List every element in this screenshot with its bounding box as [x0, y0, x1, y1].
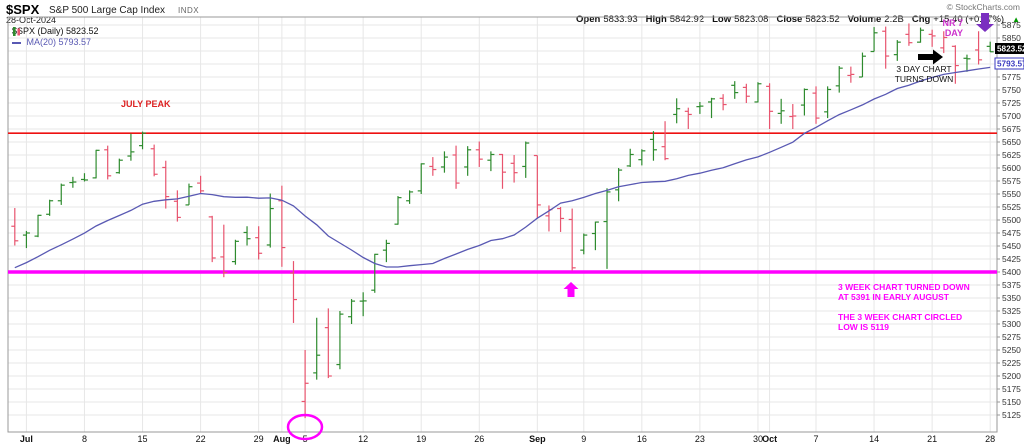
change-direction-icon: ▲ — [1012, 15, 1020, 24]
x-axis-label: Sep — [529, 434, 546, 444]
three-week-note: 3 WEEK CHART TURNED DOWN — [838, 282, 970, 292]
y-axis-label: 5150 — [1002, 397, 1021, 407]
y-axis-label: 5400 — [1002, 267, 1021, 277]
y-axis-label: 5750 — [1002, 85, 1021, 95]
x-axis-label: 12 — [358, 434, 368, 444]
symbol-title: $SPX — [6, 2, 40, 17]
symbol-name: S&P 500 Large Cap Index — [49, 5, 166, 16]
x-axis-label: 8 — [82, 434, 87, 444]
y-axis-label: 5625 — [1002, 150, 1021, 160]
y-axis-label: 5775 — [1002, 72, 1021, 82]
y-axis-label: 5325 — [1002, 306, 1021, 316]
y-axis-label: 5375 — [1002, 280, 1021, 290]
three-week-note: AT 5391 IN EARLY AUGUST — [838, 292, 950, 302]
plot-frame — [7, 16, 998, 433]
ma-line-swatch — [12, 41, 21, 44]
quote-item-high: High 5842.92 — [645, 14, 705, 25]
y-axis-label: 5300 — [1002, 319, 1021, 329]
x-axis-label: 16 — [637, 434, 647, 444]
quote-item-volume: Volume 2.2B — [847, 14, 904, 25]
legend-series-label: $SPX (Daily) 5823.52 — [12, 26, 99, 36]
y-axis-label: 5125 — [1002, 410, 1021, 420]
y-axis-label: 5475 — [1002, 228, 1021, 238]
ma-price-box — [994, 57, 1024, 70]
legend-series: $SPX (Daily) 5823.52 — [12, 26, 99, 36]
y-axis-label: 5725 — [1002, 98, 1021, 108]
y-axis-label: 5575 — [1002, 176, 1021, 186]
y-axis-label: 5275 — [1002, 332, 1021, 342]
x-axis-label: 26 — [474, 434, 484, 444]
quote-bar: Open 5833.93 High 5842.92 Low 5823.08 Close 582… — [576, 14, 1020, 25]
x-axis-label: 14 — [869, 434, 879, 444]
aug5-low-circle — [286, 413, 324, 441]
quote-item-low: Low 5823.08 — [712, 14, 769, 25]
nr7-day-label: NR 7 — [942, 18, 963, 28]
legend-ma: MA(20) 5793.57 — [12, 37, 91, 47]
y-axis-label: 5875 — [1002, 20, 1021, 30]
quote-item-chg: Chg +15.40 (+0.27%) — [911, 14, 1005, 25]
ma-price-label: 5793.57 — [997, 60, 1024, 69]
three-week-note: THE 3 WEEK CHART CIRCLED — [838, 312, 962, 322]
y-axis-label: 5675 — [1002, 124, 1021, 134]
three-day-label: 3 DAY CHART — [896, 64, 951, 74]
y-axis-label: 5425 — [1002, 254, 1021, 264]
y-axis-label: 5550 — [1002, 189, 1021, 199]
x-axis-label: 22 — [196, 434, 206, 444]
y-axis-label: 5200 — [1002, 371, 1021, 381]
copyright-text: © StockCharts.com — [946, 2, 1020, 12]
y-axis-label: 5450 — [1002, 241, 1021, 251]
x-axis-label: 15 — [138, 434, 148, 444]
y-axis-label: 5250 — [1002, 345, 1021, 355]
x-axis-label: 21 — [927, 434, 937, 444]
last-price-label: 5823.52 — [997, 45, 1024, 54]
y-axis-label: 5650 — [1002, 137, 1021, 147]
symbol-exchange: INDX — [178, 6, 200, 15]
y-axis-label: 5350 — [1002, 293, 1021, 303]
y-axis-label: 5850 — [1002, 33, 1021, 43]
x-axis-label: 30 — [753, 434, 763, 444]
quote-item-close: Close 5823.52 — [776, 14, 840, 25]
quote-item-open: Open 5833.93 — [576, 14, 638, 25]
x-axis-label: 28 — [985, 434, 995, 444]
y-axis-label: 5500 — [1002, 215, 1021, 225]
july-peak-label: JULY PEAK — [121, 99, 171, 109]
ma20-line — [14, 66, 991, 269]
x-axis-label: 29 — [254, 434, 264, 444]
x-axis-label: Oct — [762, 434, 777, 444]
last-price-box — [995, 43, 1024, 54]
three-day-right-arrow — [918, 49, 943, 65]
y-axis-label: 5225 — [1002, 358, 1021, 368]
x-axis-label: 9 — [581, 434, 586, 444]
three-day-label: TURNS DOWN — [895, 74, 954, 84]
nr7-day-label: DAY — [945, 28, 963, 38]
x-axis-label: Aug — [273, 434, 291, 444]
x-axis-label: 19 — [416, 434, 426, 444]
chart-date: 28-Oct-2024 — [6, 15, 57, 25]
x-axis-label: 23 — [695, 434, 705, 444]
price-style-icon — [13, 27, 20, 36]
three-week-note: LOW IS 5119 — [838, 322, 889, 332]
y-axis-label: 5525 — [1002, 202, 1021, 212]
nr7-down-arrow — [976, 13, 994, 32]
y-axis-label: 5175 — [1002, 384, 1021, 394]
y-axis-label: 5700 — [1002, 111, 1021, 121]
x-axis-label: Jul — [20, 434, 33, 444]
legend-ma-label: MA(20) 5793.57 — [26, 37, 92, 47]
x-axis-label: 7 — [814, 434, 819, 444]
sep-low-up-arrow — [563, 282, 579, 297]
y-axis-label: 5600 — [1002, 163, 1021, 173]
